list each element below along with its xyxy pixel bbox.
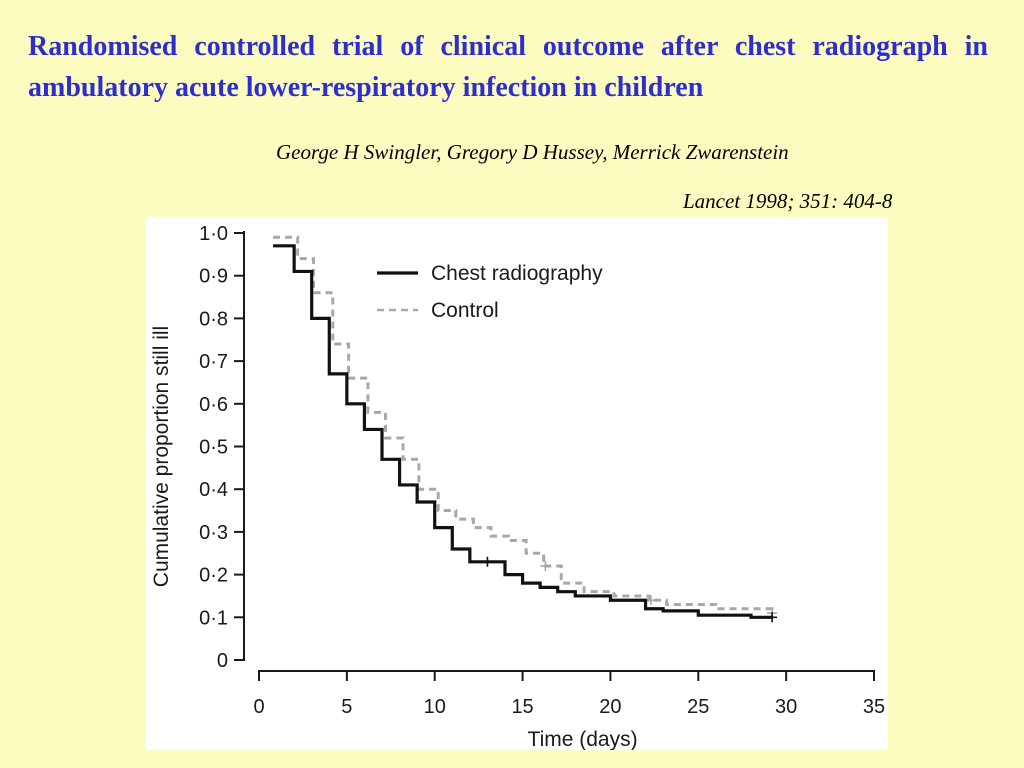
control-series-line <box>273 235 774 614</box>
x-tick-label: 30 <box>775 696 797 718</box>
slide-authors: George H Swingler, Gregory D Hussey, Mer… <box>276 140 789 164</box>
censor-mark <box>540 561 551 572</box>
chest-radiography-series-line <box>273 244 773 619</box>
legend-label-control: Control <box>431 299 499 322</box>
censor-mark <box>645 595 656 606</box>
x-tick-label: 35 <box>863 696 885 718</box>
legend-label-chest-radiography: Chest radiography <box>431 262 603 285</box>
y-tick-label: 0 <box>217 650 228 672</box>
y-axis-title: Cumulative proportion still ill <box>150 326 173 587</box>
slide-title: Randomised controlled trial of clinical … <box>28 31 988 103</box>
y-tick-label: 1·0 <box>199 223 228 245</box>
x-tick-label: 5 <box>341 696 352 718</box>
x-axis-title: Time (days) <box>528 728 638 750</box>
x-tick-label: 15 <box>511 696 533 718</box>
y-tick-label: 0·3 <box>199 522 228 544</box>
y-tick-label: 0·5 <box>199 437 228 459</box>
chart-axes <box>243 231 875 672</box>
y-tick-label: 0·7 <box>199 351 228 373</box>
y-tick-label: 0·4 <box>199 479 228 501</box>
x-tick-label: 25 <box>687 696 709 718</box>
chart-legend: Chest radiography Control <box>377 262 603 322</box>
x-tick-label: 10 <box>424 696 446 718</box>
censor-mark <box>482 556 493 567</box>
x-tick-label: 20 <box>599 696 621 718</box>
y-tick-label: 0·8 <box>199 308 228 330</box>
series-layer <box>273 235 778 623</box>
slide-citation: Lancet 1998; 351: 404-8 <box>683 189 893 213</box>
y-tick-label: 0·2 <box>199 565 228 587</box>
y-axis-ticks: 0 0·1 0·2 0·3 0·4 0·5 0·6 0·7 0·8 0·9 1·0 <box>199 223 244 672</box>
x-axis-ticks: 0 5 10 15 20 25 30 35 <box>253 671 885 718</box>
y-tick-label: 0·6 <box>199 394 228 416</box>
y-tick-label: 0·9 <box>199 266 228 288</box>
survival-chart: 0 0·1 0·2 0·3 0·4 0·5 0·6 0·7 0·8 0·9 1·0 0 5 10 15 20… <box>150 223 885 750</box>
survival-chart-panel: 0 0·1 0·2 0·3 0·4 0·5 0·6 0·7 0·8 0·9 1·0 0 5 10 15 20… <box>146 217 888 750</box>
censor-mark <box>767 612 778 623</box>
y-tick-label: 0·1 <box>199 607 228 629</box>
x-tick-label: 0 <box>253 696 264 718</box>
